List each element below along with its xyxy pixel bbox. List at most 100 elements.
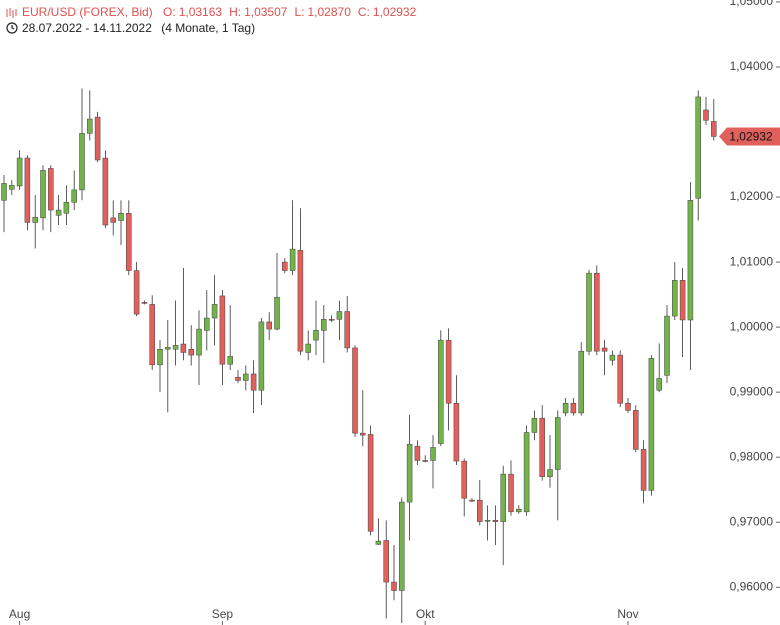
last-price-label: 1,02932 [729,130,773,144]
candle-body [594,272,600,352]
y-tick-label: 1,02000 [730,189,774,203]
y-tick-label: 1,00000 [730,319,774,333]
candle-body [453,402,460,462]
candle-body [531,417,538,433]
candle-body [648,358,655,491]
candle-body [211,304,218,319]
candle-body [102,157,109,226]
clock-icon [6,22,18,34]
quote-value: 1,03507 [244,5,288,19]
candle-body [235,376,241,381]
candle-body [414,445,421,461]
candle-body [1,183,7,201]
x-tick-label: Okt [416,607,435,621]
candle-body [391,581,397,591]
candle-body [40,170,46,219]
candle-body [32,216,38,223]
candle-body [118,213,124,221]
quote-value: 1,02870 [308,5,352,19]
date-range: 28.07.2022 - 14.11.2022 [22,21,152,35]
quote-label: C: [358,5,370,19]
candle-body [609,354,616,361]
candle-body [383,540,389,583]
candle-body [188,348,194,356]
candle-body [508,473,514,513]
candle-body [492,520,499,522]
candle-body [250,373,257,391]
candle-body [469,499,475,502]
y-tick-label: 0,98000 [730,449,774,463]
candle-body [63,202,70,214]
candle-body [165,347,171,350]
header-line: EUR/USD (FOREX, Bid) O: 1,03163 H: 1,03507 L… [22,5,417,19]
candle-body [71,189,77,203]
candle-body [110,217,116,223]
candle-body [321,319,327,331]
candle-body [445,339,452,404]
candle-body [461,460,467,499]
candle-body [547,469,553,477]
candle-body [274,296,280,330]
candle-body [367,434,374,532]
candle-body [328,319,335,321]
candle-body [16,157,23,187]
candle-body [664,315,670,376]
candle-body [94,116,101,161]
candle-body [578,350,584,414]
quote-value: 1,02932 [373,5,417,19]
candle-body [360,432,366,436]
header-icon [6,8,17,18]
y-tick-label: 1,05000 [730,0,774,8]
last-price-marker [719,127,780,146]
y-tick-label: 1,04000 [730,59,774,73]
candle-body [406,443,413,503]
x-tick-label: Nov [617,607,638,621]
candle-body [695,96,701,199]
quote-value: 1,03163 [179,5,223,19]
candle-body [711,121,717,137]
candle-body [344,311,350,349]
candle-body [430,447,436,461]
candle-body [656,378,662,391]
y-tick-label: 0,99000 [730,384,774,398]
candle-body [227,356,233,365]
y-tick-label: 0,97000 [730,514,774,528]
candle-body [516,508,522,513]
candle-body [555,417,561,470]
y-tick-label: 0,96000 [730,579,774,593]
quote-label: L: [294,5,304,19]
candle-body [633,410,639,450]
candle-body [258,321,265,391]
candle-body [180,343,187,353]
candle-body [672,280,678,317]
candle-body [687,200,694,321]
candle-body [703,109,709,121]
candle-body [336,311,343,320]
candle-body [289,248,296,271]
duration: (4 Monate, 1 Tag) [161,21,255,35]
candle-body [422,460,428,462]
candle-body [24,157,31,223]
candle-body [438,339,444,444]
candle-body [149,304,155,366]
candle-body [570,402,577,414]
candle-body [172,345,179,350]
candle-body [48,168,54,211]
candle-body [586,272,592,352]
candle-body [523,432,530,513]
candle-body [539,417,545,477]
chart-title: EUR/USD (FOREX, Bid) [22,5,153,19]
candle-body [375,540,382,545]
candle-body [679,280,686,321]
candle-body [484,520,491,522]
candle-body [243,373,249,381]
candle-body [133,270,140,315]
candle-body [204,317,210,331]
candle-body [9,185,15,190]
candle-body [640,449,647,491]
x-tick-label: Aug [9,607,30,621]
candle-body [617,354,623,404]
x-tick-label: Sep [212,607,234,621]
candle-body [126,213,132,271]
